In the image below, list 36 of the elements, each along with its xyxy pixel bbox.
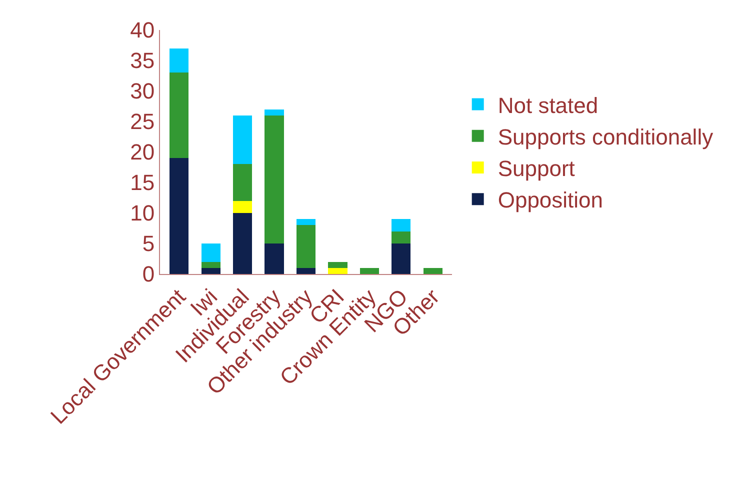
y-tick-label: 40 — [130, 18, 155, 43]
legend-label: Not stated — [498, 92, 598, 118]
legend-label: Support — [498, 156, 575, 182]
bar — [392, 231, 411, 244]
bar — [170, 158, 189, 274]
bar — [423, 268, 442, 274]
bar — [296, 219, 316, 226]
bar — [201, 244, 220, 262]
y-tick-label: 30 — [130, 78, 155, 104]
bar — [201, 262, 220, 268]
y-tick-label: 25 — [130, 109, 155, 134]
y-tick-label: 15 — [130, 170, 155, 196]
bar — [360, 268, 379, 274]
bar — [392, 244, 411, 274]
bar — [233, 200, 252, 213]
y-tick-label: 0 — [142, 262, 155, 287]
bar — [328, 262, 348, 268]
bar — [201, 268, 220, 274]
bar — [264, 115, 284, 244]
bar — [264, 244, 284, 274]
bar — [296, 268, 316, 274]
legend-label: Opposition — [498, 188, 604, 213]
y-tick-label: 35 — [130, 48, 155, 74]
bar — [233, 164, 252, 201]
legend-label: Supports conditionally — [498, 124, 714, 150]
bar — [170, 72, 189, 158]
bar — [392, 219, 411, 232]
y-tick-label: 5 — [142, 231, 155, 256]
bar — [233, 213, 252, 274]
bar — [328, 268, 348, 274]
bar — [264, 109, 284, 116]
bar — [233, 115, 252, 164]
y-tick-label: 20 — [130, 140, 155, 165]
bar — [296, 225, 316, 268]
y-tick-label: 10 — [130, 200, 155, 226]
bar — [170, 48, 189, 73]
